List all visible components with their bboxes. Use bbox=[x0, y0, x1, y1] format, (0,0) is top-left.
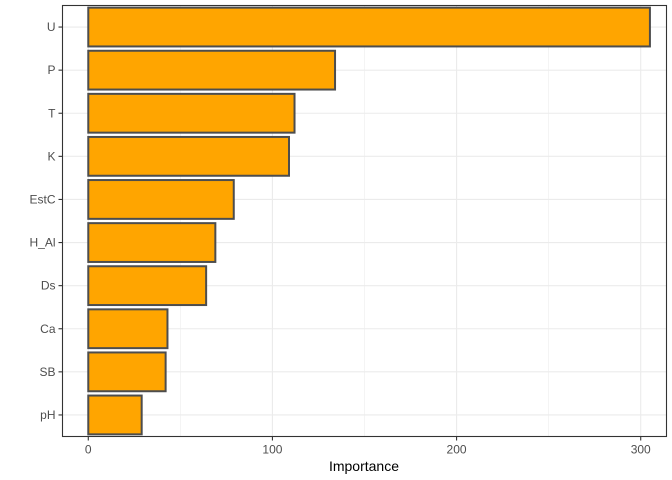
bar-h-al bbox=[87, 222, 217, 263]
y-tick-label: U bbox=[47, 20, 56, 34]
y-tick-label: pH bbox=[40, 408, 55, 422]
y-tick-label: P bbox=[47, 63, 55, 77]
y-tick-label: EstC bbox=[29, 192, 55, 206]
y-tick-label: H_Al bbox=[29, 236, 55, 250]
y-tick-label: K bbox=[47, 149, 55, 163]
panel-border bbox=[61, 4, 668, 438]
y-axis: U P T K EstC H_Al Ds Ca SB pH bbox=[29, 20, 63, 422]
bar-estc bbox=[87, 179, 235, 220]
x-axis: 0 100 200 300 bbox=[85, 436, 651, 457]
bar-t bbox=[87, 92, 296, 134]
bar-p bbox=[87, 49, 337, 91]
y-tick-label: Ca bbox=[40, 322, 56, 336]
bar-u bbox=[87, 6, 651, 48]
x-tick-label: 0 bbox=[85, 443, 92, 457]
bar-k bbox=[87, 135, 290, 177]
bar-ph bbox=[87, 394, 143, 436]
y-tick-label: Ds bbox=[41, 279, 56, 293]
bar-ca bbox=[87, 308, 169, 350]
x-tick-label: 100 bbox=[262, 443, 282, 457]
bar-ds bbox=[87, 265, 208, 307]
y-tick-label: T bbox=[48, 106, 56, 120]
bars bbox=[87, 6, 651, 436]
y-tick-label: SB bbox=[39, 365, 55, 379]
bar-sb bbox=[87, 351, 167, 393]
x-tick-label: 300 bbox=[631, 443, 651, 457]
x-tick-label: 200 bbox=[447, 443, 467, 457]
x-axis-title: Importance bbox=[329, 458, 399, 474]
